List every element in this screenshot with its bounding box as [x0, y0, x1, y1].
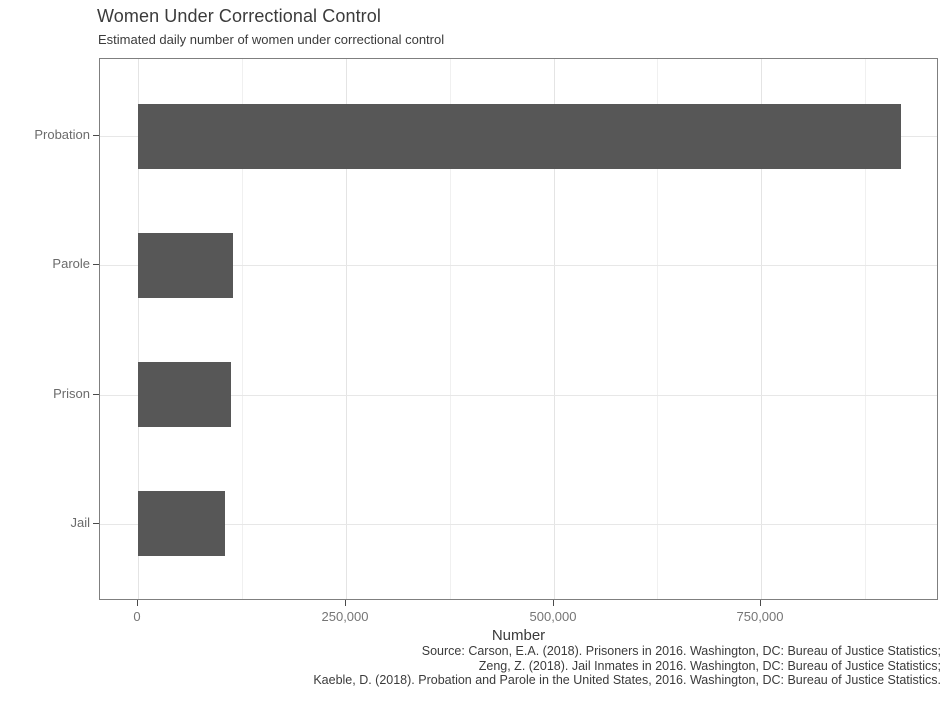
x-axis-tick-label: 0 [133, 609, 141, 624]
source-caption-line: Zeng, Z. (2018). Jail Inmates in 2016. W… [478, 658, 941, 673]
major-gridline [761, 59, 763, 599]
x-axis-tick-label: 750,000 [736, 609, 784, 624]
y-axis-label-prison: Prison [53, 386, 90, 401]
bar-prison [138, 362, 232, 427]
major-gridline [345, 59, 347, 599]
x-axis-tick [553, 600, 554, 606]
y-axis-tick [93, 135, 99, 136]
x-axis-tick-label: 250,000 [321, 609, 369, 624]
source-caption: Source: Carson, E.A. (2018). Prisoners i… [313, 644, 941, 688]
source-caption-line: Source: Carson, E.A. (2018). Prisoners i… [421, 644, 941, 658]
plot-panel [99, 58, 938, 600]
y-axis-tick [93, 264, 99, 265]
minor-gridline [865, 59, 867, 599]
y-axis-tick [93, 394, 99, 395]
category-gridline [100, 265, 937, 266]
x-axis-title: Number [491, 627, 546, 644]
category-gridline [100, 395, 937, 396]
x-axis-tick-label: 500,000 [529, 609, 577, 624]
bar-probation [138, 104, 901, 169]
minor-gridline [241, 59, 243, 599]
bar-jail [138, 491, 225, 556]
bar-parole [138, 233, 233, 298]
category-gridline [100, 524, 937, 525]
y-axis-tick [93, 523, 99, 524]
y-axis-label-probation: Probation [34, 127, 90, 142]
x-axis-tick [760, 600, 761, 606]
y-axis-label-jail: Jail [70, 515, 90, 530]
major-gridline [138, 59, 140, 599]
x-axis-tick [345, 600, 346, 606]
chart-subtitle: Estimated daily number of women under co… [98, 32, 445, 47]
y-axis-label-parole: Parole [52, 256, 90, 271]
chart-title: Women Under Correctional Control [97, 6, 381, 26]
x-axis-tick [137, 600, 138, 606]
minor-gridline [657, 59, 659, 599]
minor-gridline [449, 59, 451, 599]
major-gridline [553, 59, 555, 599]
source-caption-line: Kaeble, D. (2018). Probation and Parole … [313, 673, 941, 688]
